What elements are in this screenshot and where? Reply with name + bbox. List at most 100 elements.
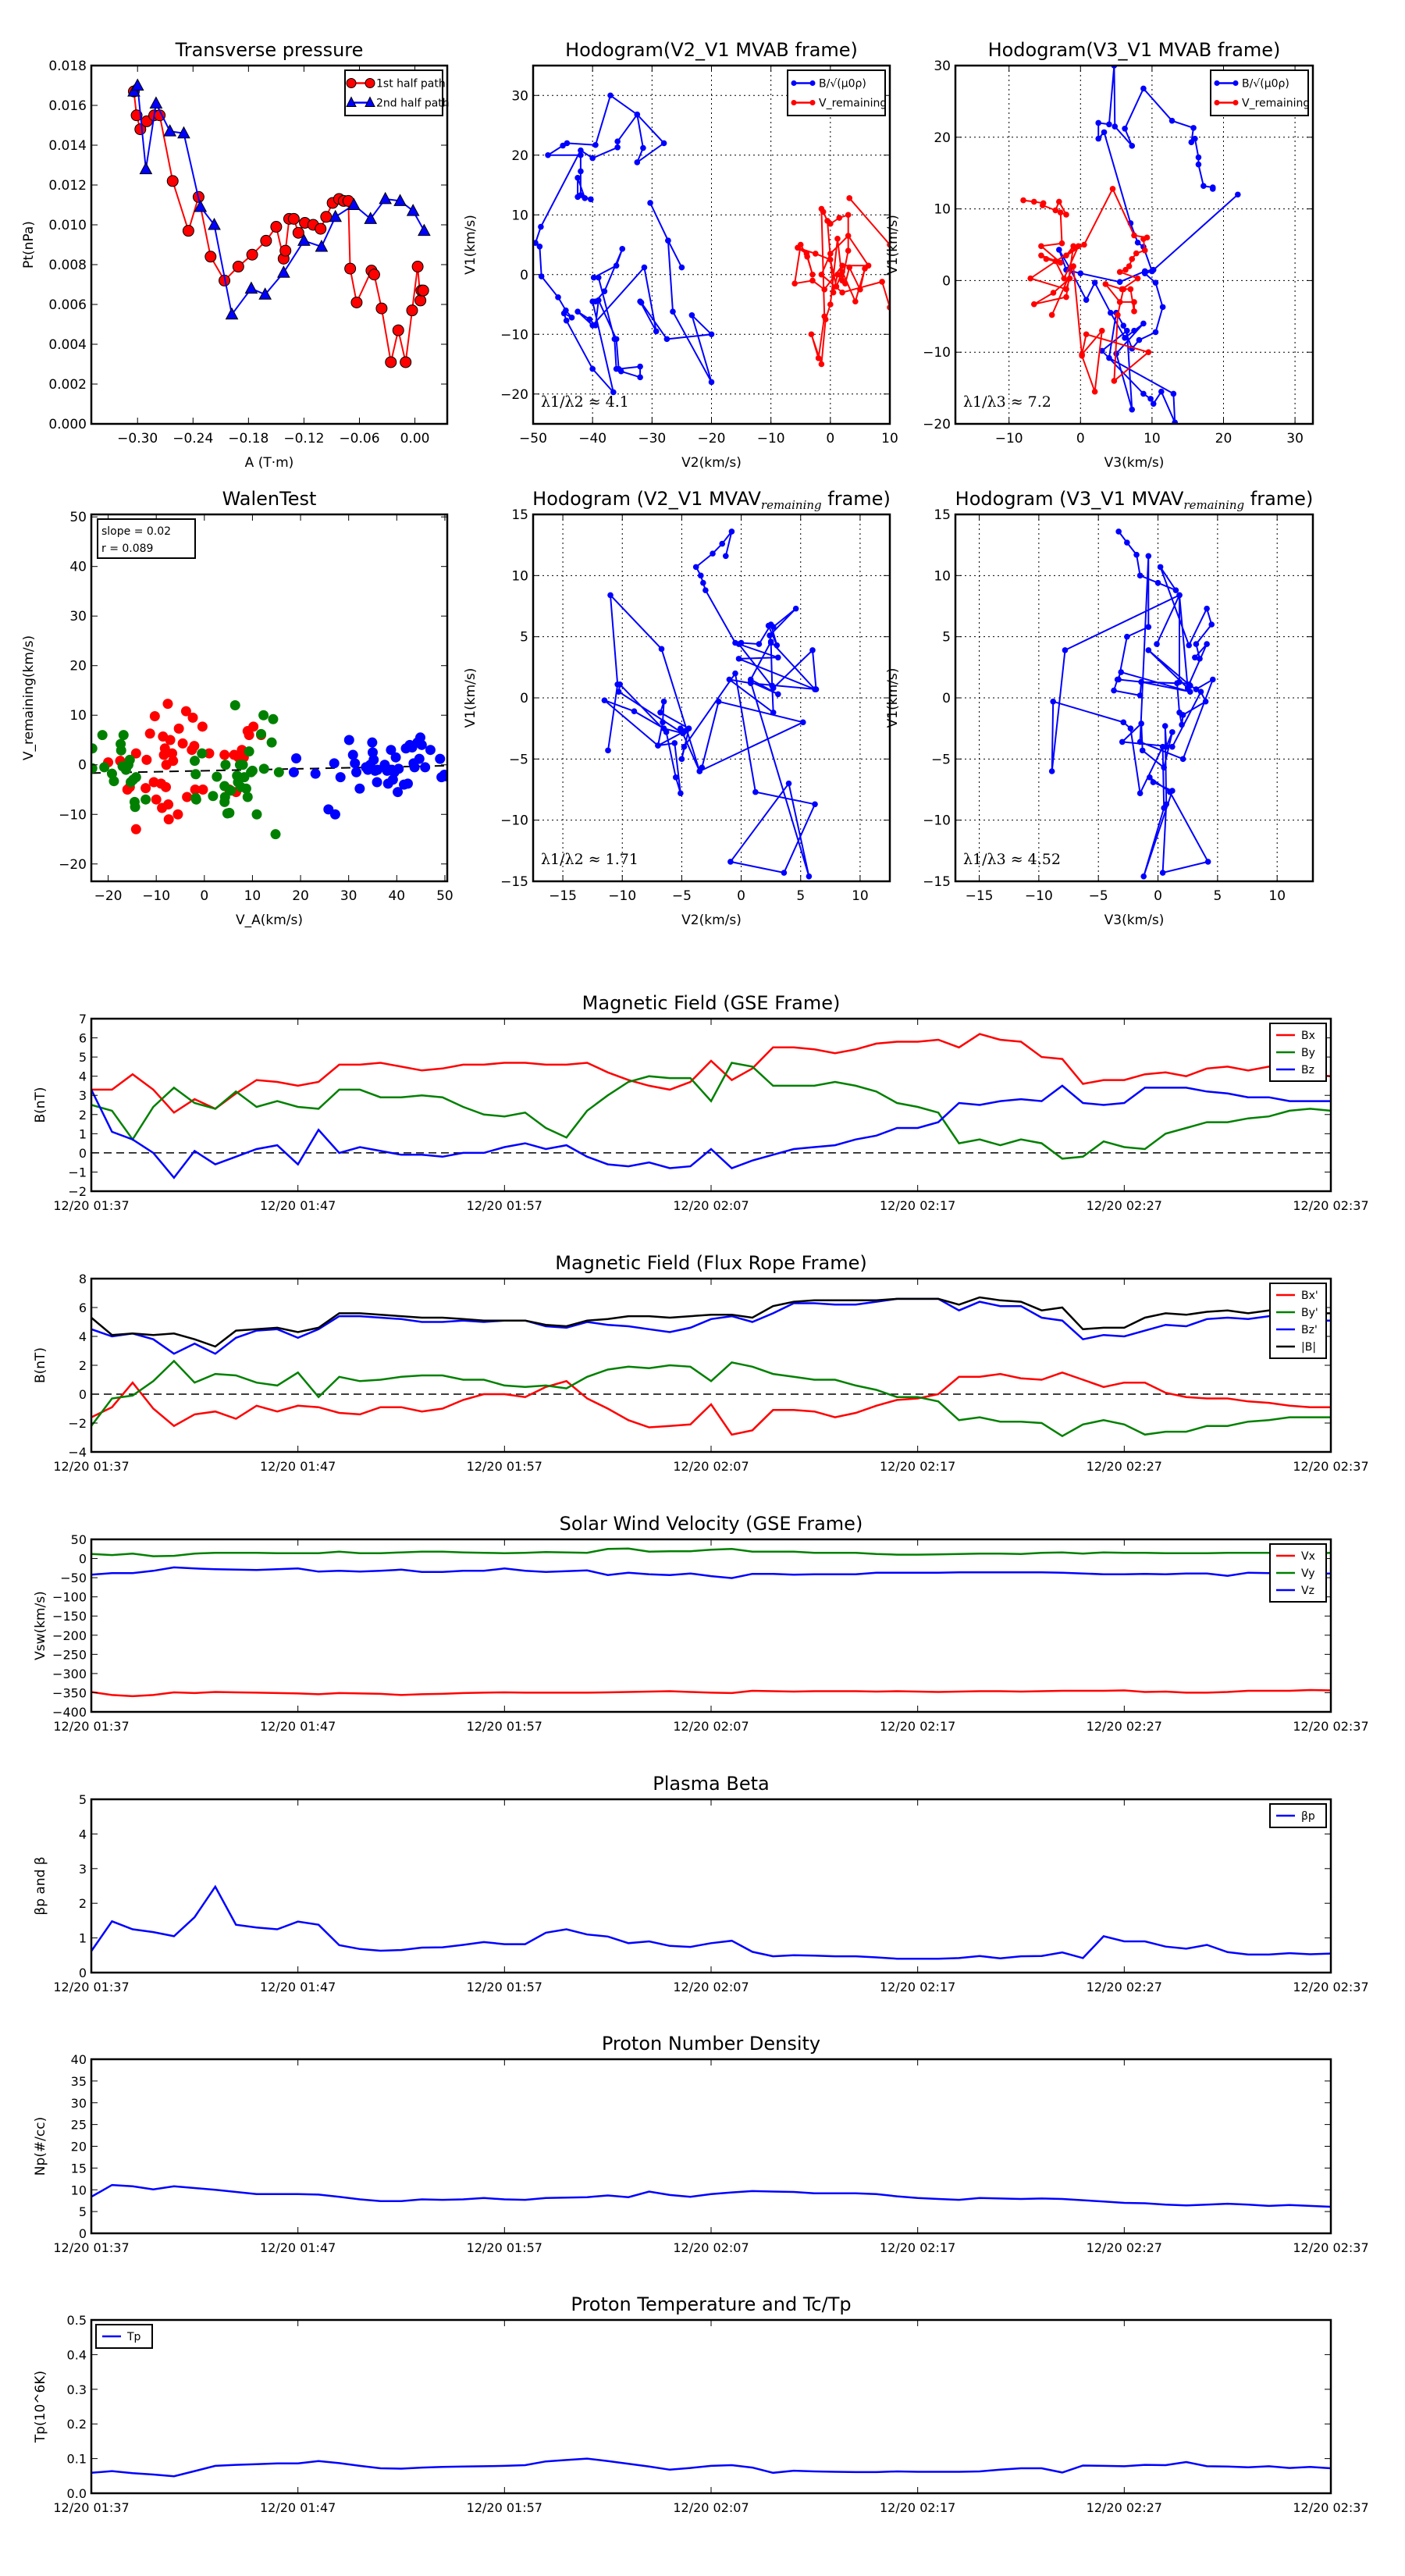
data-point xyxy=(1133,250,1140,257)
data-point xyxy=(688,311,695,318)
x-tick-label: 50 xyxy=(436,888,454,904)
data-point xyxy=(1172,419,1179,424)
data-point xyxy=(411,261,424,273)
data-point xyxy=(1127,725,1134,731)
x-tick-label: 12/20 01:57 xyxy=(467,1719,542,1734)
data-point xyxy=(1115,311,1121,318)
data-point xyxy=(1119,738,1126,745)
data-point xyxy=(232,261,244,273)
data-point xyxy=(673,774,679,781)
y-tick-label: 0.012 xyxy=(48,178,87,194)
data-point xyxy=(248,721,259,732)
y-axis-label: Np(#/cc) xyxy=(33,2117,48,2176)
x-tick-label: 12/20 01:47 xyxy=(260,1198,336,1213)
data-point xyxy=(619,246,626,252)
data-point xyxy=(163,799,174,810)
data-point xyxy=(590,274,597,281)
data-point xyxy=(767,639,774,645)
data-point xyxy=(670,308,676,315)
data-point xyxy=(1079,352,1085,359)
data-point xyxy=(1095,119,1101,126)
data-point xyxy=(134,123,147,136)
axes-frame xyxy=(954,64,1314,425)
data-point xyxy=(852,298,859,304)
series-blue xyxy=(288,732,447,820)
data-point xyxy=(1235,191,1241,198)
series-line xyxy=(603,531,817,877)
data-point xyxy=(130,78,144,91)
data-point xyxy=(163,124,177,137)
data-point xyxy=(393,787,404,798)
data-point xyxy=(697,572,704,579)
data-point xyxy=(287,212,300,225)
data-point xyxy=(538,273,545,279)
data-point xyxy=(655,742,661,749)
data-point xyxy=(1043,256,1050,262)
data-point xyxy=(595,274,602,281)
chart-hodogram-v2-v1-mvav: Hodogram (V2_V1 MVAVremaining frame) −15 −… xyxy=(463,488,891,928)
data-point xyxy=(167,748,178,759)
data-point xyxy=(1030,301,1037,308)
data-point xyxy=(364,212,378,224)
plot-area xyxy=(533,92,890,396)
series-line xyxy=(91,1062,1331,1160)
legend-box xyxy=(1210,69,1309,116)
series-bx xyxy=(91,1033,1331,1114)
y-tick-label: 25 xyxy=(71,2118,87,2133)
data-point xyxy=(653,328,660,335)
y-tick-label: 15 xyxy=(71,2161,87,2176)
axes-frame xyxy=(90,2058,1332,2235)
y-tick-label: −5 xyxy=(509,752,528,767)
x-tick-label: 12/20 01:47 xyxy=(260,2240,336,2255)
series-bz xyxy=(91,1084,1331,1179)
data-point xyxy=(1075,243,1082,250)
data-point xyxy=(708,331,715,338)
data-point xyxy=(615,365,622,372)
data-point xyxy=(99,762,110,773)
data-point xyxy=(182,225,194,237)
data-point xyxy=(818,205,825,212)
axes-frame xyxy=(90,2318,1332,2495)
x-tick-label: 12/20 02:07 xyxy=(673,1980,749,1994)
title-subscript: remaining xyxy=(761,498,822,512)
legend-label: Tp xyxy=(126,2331,141,2343)
data-point xyxy=(140,783,151,794)
data-point xyxy=(1095,135,1101,142)
y-tick-label: 8 xyxy=(79,1272,87,1286)
data-point xyxy=(1150,400,1157,407)
legend-label: Bz xyxy=(1301,1064,1314,1076)
y-tick-label: −20 xyxy=(923,417,951,432)
data-point xyxy=(1027,275,1033,282)
data-point xyxy=(735,656,742,662)
data-point xyxy=(270,829,281,840)
data-point xyxy=(379,191,392,205)
y-tick-label: 40 xyxy=(71,2052,87,2067)
data-point xyxy=(845,247,852,254)
data-point xyxy=(149,96,163,109)
series-vz xyxy=(91,1566,1331,1579)
data-point xyxy=(770,624,777,630)
data-point xyxy=(1147,774,1153,781)
y-tick-label: −10 xyxy=(500,813,528,829)
data-point xyxy=(634,111,641,118)
data-point xyxy=(833,283,840,290)
y-tick-label: 0 xyxy=(79,1146,87,1161)
data-point xyxy=(372,777,382,788)
y-tick-label: 0.3 xyxy=(67,2382,87,2397)
data-point xyxy=(258,763,269,774)
data-point xyxy=(822,316,829,322)
data-point xyxy=(1057,209,1064,215)
y-tick-label: 5 xyxy=(79,1792,87,1807)
legend: B/√(μ0ρ) V_remaining xyxy=(787,69,887,116)
x-tick-label: 12/20 02:07 xyxy=(673,1459,749,1474)
data-point xyxy=(343,735,354,745)
y-tick-label: −20 xyxy=(500,387,528,403)
data-point xyxy=(678,725,684,731)
data-point xyxy=(564,140,571,147)
data-point xyxy=(1063,212,1069,218)
x-axis-label: V3(km/s) xyxy=(1104,913,1165,928)
x-axis-label: A (T·m) xyxy=(245,455,294,471)
data-point xyxy=(607,592,614,599)
legend-marker xyxy=(809,80,816,86)
data-point xyxy=(204,748,215,759)
